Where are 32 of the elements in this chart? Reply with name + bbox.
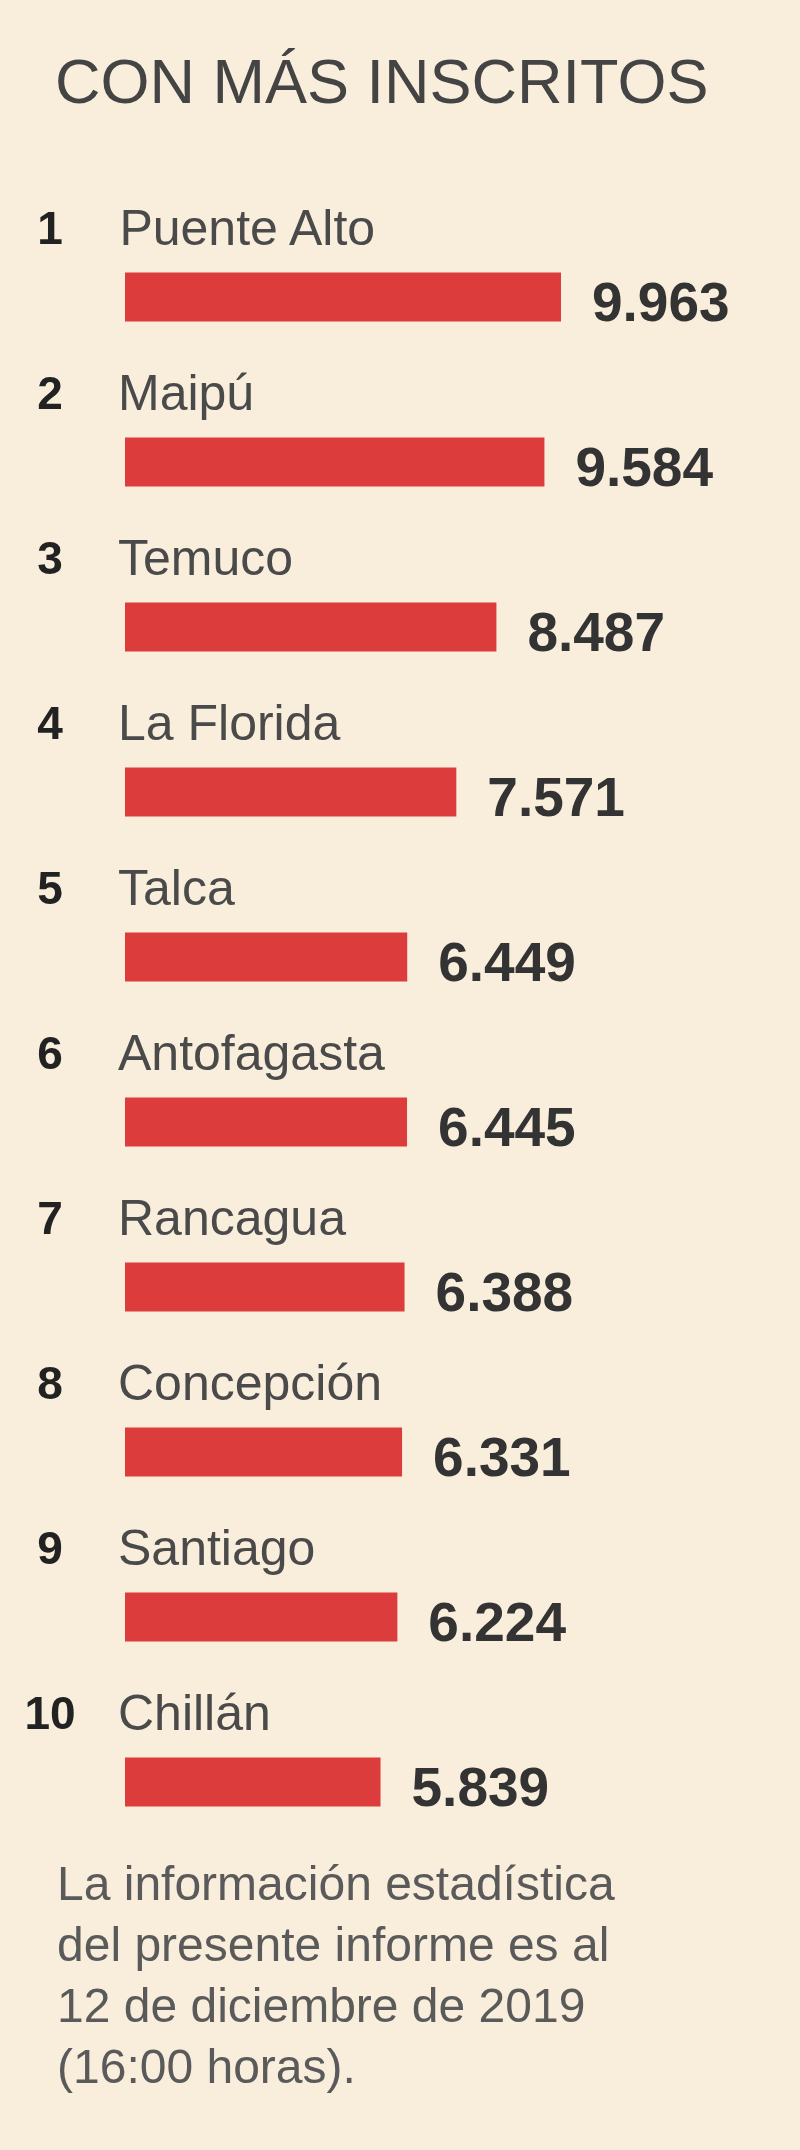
- data-label: 9.963: [592, 271, 730, 333]
- data-label: 6.224: [428, 1591, 567, 1653]
- bar: [125, 767, 457, 817]
- data-label: 7.571: [487, 766, 625, 828]
- data-label: 6.449: [438, 931, 576, 993]
- category-label: 3 Temuco: [37, 530, 294, 586]
- category-label: 2 Maipú: [37, 365, 255, 421]
- data-label: 6.331: [433, 1426, 571, 1488]
- data-label: 6.388: [435, 1261, 574, 1323]
- bar: [125, 602, 497, 652]
- bar: [125, 272, 561, 322]
- data-label: 9.584: [575, 436, 714, 498]
- category-label: 6 Antofagasta: [37, 1025, 385, 1081]
- data-label: 8.487: [527, 601, 666, 663]
- data-label: 5.839: [411, 1756, 550, 1818]
- bar: [125, 1262, 405, 1312]
- bar: [125, 1757, 381, 1807]
- bar: [125, 1097, 408, 1147]
- y-tick-label: 7 Rancagua: [37, 1190, 347, 1246]
- category-label: 4 La Florida: [37, 695, 341, 751]
- category-label: 1 Puente Alto: [37, 200, 376, 256]
- category-label: 9 Santiago: [37, 1520, 316, 1576]
- y-tick-label: 10 Chillán: [24, 1685, 271, 1741]
- bar: [125, 437, 545, 487]
- data-label: 6.445: [438, 1096, 576, 1158]
- chart-title: CON MÁS INSCRITOS: [55, 45, 709, 116]
- bar: [125, 932, 408, 982]
- bar: [125, 1427, 403, 1477]
- text: La información estadística del presente informe es al 12 de diciembre de 2019 (16:00 horas).: [57, 1856, 616, 2095]
- category-label: 8 Concepción: [37, 1355, 383, 1411]
- bar: [125, 1592, 398, 1642]
- y-tick-label: 5 Talca: [37, 860, 235, 916]
